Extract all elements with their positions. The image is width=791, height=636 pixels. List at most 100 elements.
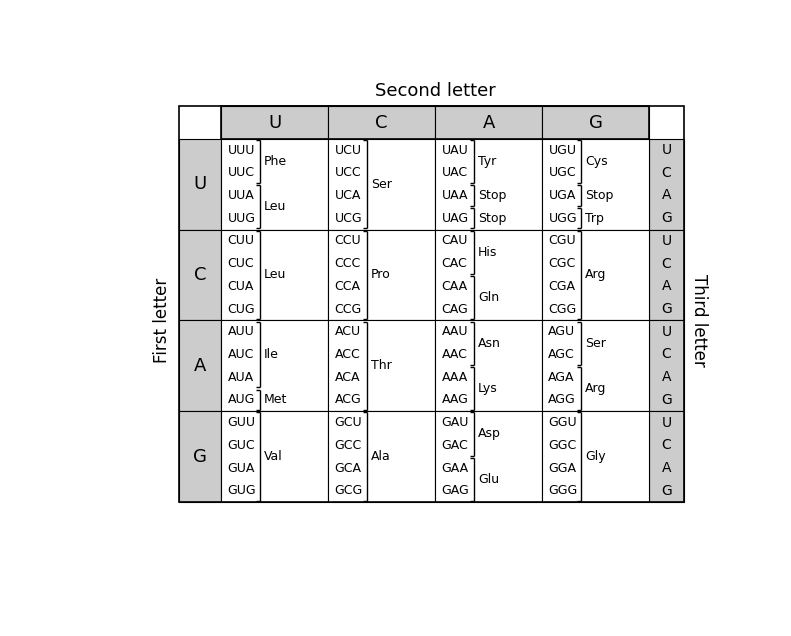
Text: First letter: First letter bbox=[153, 278, 171, 363]
Text: A: A bbox=[483, 113, 495, 132]
Text: A: A bbox=[662, 188, 672, 202]
Text: UAG: UAG bbox=[441, 212, 468, 225]
Bar bbox=[435, 230, 542, 321]
Text: Gln: Gln bbox=[478, 291, 499, 304]
Text: C: C bbox=[194, 266, 206, 284]
Text: Tyr: Tyr bbox=[478, 155, 496, 168]
Text: GGA: GGA bbox=[548, 462, 577, 474]
Text: U: U bbox=[661, 416, 672, 430]
Bar bbox=[221, 106, 328, 139]
Text: Glu: Glu bbox=[478, 473, 499, 486]
Text: UUU: UUU bbox=[228, 144, 255, 156]
Text: Stop: Stop bbox=[585, 189, 613, 202]
Text: C: C bbox=[662, 438, 672, 452]
Text: AAC: AAC bbox=[441, 348, 467, 361]
Text: CGC: CGC bbox=[548, 257, 576, 270]
Text: Arg: Arg bbox=[585, 268, 606, 282]
Text: G: G bbox=[193, 448, 207, 466]
Text: GGC: GGC bbox=[548, 439, 577, 452]
Text: Second letter: Second letter bbox=[375, 82, 496, 100]
Text: AGG: AGG bbox=[548, 394, 576, 406]
Text: Trp: Trp bbox=[585, 212, 604, 225]
Text: GGG: GGG bbox=[548, 484, 577, 497]
Text: CAC: CAC bbox=[441, 257, 467, 270]
Text: U: U bbox=[661, 234, 672, 248]
Text: GAA: GAA bbox=[441, 462, 468, 474]
Bar bbox=[328, 139, 435, 230]
Text: UCU: UCU bbox=[335, 144, 361, 156]
Bar bbox=[179, 139, 221, 230]
Bar bbox=[328, 321, 435, 411]
Bar bbox=[542, 411, 649, 502]
Text: Arg: Arg bbox=[585, 382, 606, 395]
Text: Stop: Stop bbox=[478, 212, 506, 225]
Bar bbox=[179, 321, 221, 411]
Text: C: C bbox=[376, 113, 388, 132]
Bar bbox=[179, 411, 221, 502]
Text: AGU: AGU bbox=[548, 325, 576, 338]
Text: CGA: CGA bbox=[548, 280, 575, 293]
Text: UUG: UUG bbox=[228, 212, 255, 225]
Text: CGG: CGG bbox=[548, 303, 577, 315]
Text: U: U bbox=[661, 325, 672, 339]
Text: Val: Val bbox=[264, 450, 282, 463]
Text: A: A bbox=[662, 461, 672, 475]
Text: GCC: GCC bbox=[335, 439, 361, 452]
Text: GCG: GCG bbox=[335, 484, 363, 497]
Text: Third letter: Third letter bbox=[691, 274, 709, 367]
Bar bbox=[328, 230, 435, 321]
Bar bbox=[179, 230, 221, 321]
Text: CUU: CUU bbox=[228, 235, 255, 247]
Text: Leu: Leu bbox=[264, 200, 286, 213]
Text: CUA: CUA bbox=[228, 280, 254, 293]
Text: C: C bbox=[662, 256, 672, 271]
Text: His: His bbox=[478, 245, 498, 259]
Text: AUG: AUG bbox=[228, 394, 255, 406]
Text: GUG: GUG bbox=[228, 484, 256, 497]
Text: AGA: AGA bbox=[548, 371, 575, 384]
Text: Ser: Ser bbox=[371, 177, 392, 191]
Text: Stop: Stop bbox=[478, 189, 506, 202]
Bar bbox=[542, 321, 649, 411]
Text: CUG: CUG bbox=[228, 303, 255, 315]
Text: G: G bbox=[661, 211, 672, 225]
Text: GCU: GCU bbox=[335, 416, 362, 429]
Text: ACA: ACA bbox=[335, 371, 360, 384]
Text: Phe: Phe bbox=[264, 155, 287, 168]
Text: UCG: UCG bbox=[335, 212, 362, 225]
Text: CAA: CAA bbox=[441, 280, 467, 293]
Text: GAC: GAC bbox=[441, 439, 468, 452]
Bar bbox=[435, 321, 542, 411]
Bar bbox=[435, 139, 542, 230]
Bar bbox=[435, 106, 542, 139]
Text: Cys: Cys bbox=[585, 155, 607, 168]
Bar bbox=[328, 411, 435, 502]
Text: ACU: ACU bbox=[335, 325, 361, 338]
Text: UGG: UGG bbox=[548, 212, 577, 225]
Text: Pro: Pro bbox=[371, 268, 391, 282]
Bar bbox=[328, 106, 435, 139]
Text: GUC: GUC bbox=[228, 439, 255, 452]
Text: UGC: UGC bbox=[548, 166, 576, 179]
Text: C: C bbox=[662, 166, 672, 180]
Text: Asn: Asn bbox=[478, 336, 501, 350]
Text: Gly: Gly bbox=[585, 450, 605, 463]
Text: CAU: CAU bbox=[441, 235, 467, 247]
Text: U: U bbox=[661, 143, 672, 157]
Text: CAG: CAG bbox=[441, 303, 468, 315]
Text: U: U bbox=[193, 175, 206, 193]
Bar bbox=[221, 106, 649, 139]
Text: CCU: CCU bbox=[335, 235, 361, 247]
Text: C: C bbox=[662, 347, 672, 361]
Text: UAU: UAU bbox=[441, 144, 468, 156]
Text: G: G bbox=[661, 393, 672, 407]
Bar bbox=[649, 230, 684, 321]
Text: ACG: ACG bbox=[335, 394, 361, 406]
Text: Ile: Ile bbox=[264, 348, 278, 361]
Text: GUU: GUU bbox=[228, 416, 255, 429]
Bar bbox=[221, 321, 328, 411]
Bar bbox=[435, 411, 542, 502]
Text: UCC: UCC bbox=[335, 166, 361, 179]
Text: UAA: UAA bbox=[441, 189, 468, 202]
Bar bbox=[542, 230, 649, 321]
